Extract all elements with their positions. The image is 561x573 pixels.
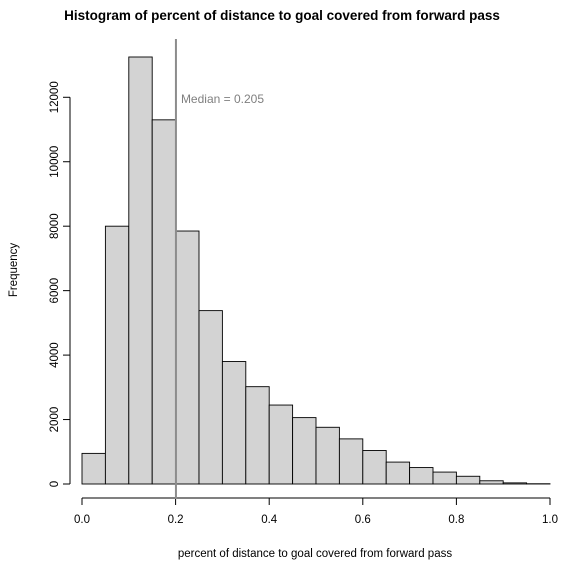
y-tick-label: 6000 [49,278,61,304]
histogram-bar [503,483,526,484]
histogram-bar [339,439,362,484]
histogram-bar [410,468,433,484]
bars-group [82,57,550,484]
histogram-bar [222,362,245,484]
x-tick-label: 0.4 [261,514,278,526]
histogram-bar [82,453,105,484]
histogram-bar [129,57,152,484]
y-tick-label: 8000 [49,213,61,239]
y-axis-label: Frequency [8,243,20,298]
y-axis: 0 2000 4000 6000 8000 10000 12000 [49,81,70,487]
histogram-bar [433,472,456,484]
histogram-bar [316,427,339,484]
x-axis: 0.0 0.2 0.4 0.6 0.8 1.0 [74,498,558,526]
histogram-bar [152,120,175,484]
histogram-bar [456,476,479,484]
histogram-bar [199,311,222,484]
y-tick-label: 2000 [49,407,61,433]
chart-title: Histogram of percent of distance to goal… [64,8,500,23]
histogram-bar [386,462,409,484]
x-tick-label: 0.2 [168,514,184,526]
histogram-bar [246,387,269,484]
histogram-bar [269,405,292,484]
x-tick-label: 0.8 [448,514,464,526]
x-tick-label: 0.0 [74,514,90,526]
x-tick-label: 1.0 [542,514,558,526]
x-tick-label: 0.6 [355,514,371,526]
histogram-bar [176,231,199,484]
histogram-bar [363,450,386,484]
y-tick-label: 10000 [49,146,61,178]
y-tick-label: 0 [49,481,61,487]
histogram-bar [105,226,128,484]
histogram-bar [293,418,316,484]
y-tick-label: 4000 [49,342,61,368]
median-label: Median = 0.205 [181,92,264,106]
histogram-bar [480,481,503,484]
x-axis-label: percent of distance to goal covered from… [178,548,452,560]
y-tick-label: 12000 [49,81,61,113]
